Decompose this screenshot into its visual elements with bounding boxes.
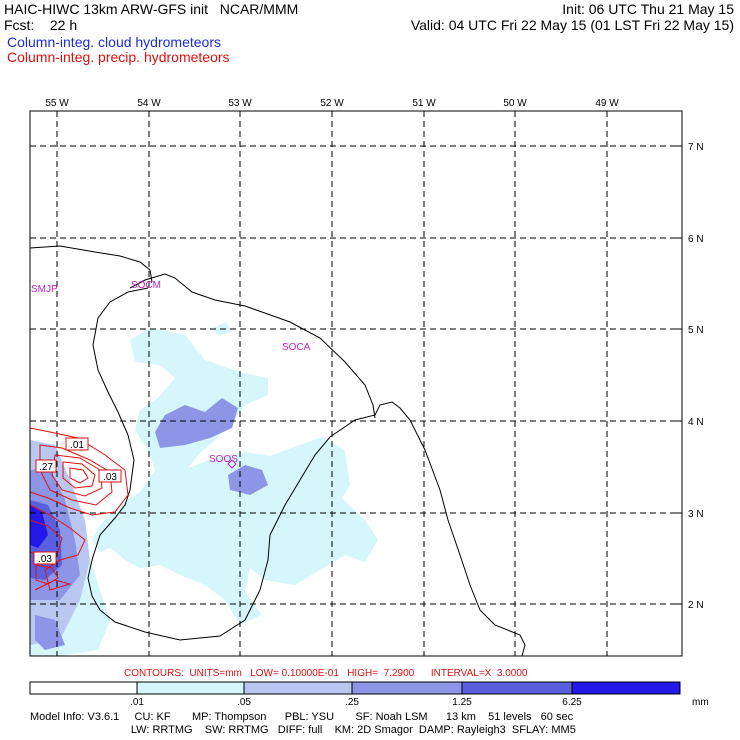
precip-contour [30,504,86,591]
axis-ticks [56,111,682,605]
map-title: HAIC-HIWC 13km ARW-GFS init NCAR/MMM [4,1,299,17]
colorbar-tick: 6.25 [562,697,582,708]
cloud-shading [30,322,378,656]
contour-label: .03 [103,472,117,483]
lon-label: 55 W [45,98,69,109]
coastline [129,273,376,419]
contour-labels: .01 .27 .03 .03 [33,437,122,565]
colorbar-tick: 1.25 [452,697,472,708]
colorbar-units: mm [692,697,709,708]
precip-contour [69,467,89,484]
lat-label: 6 N [688,234,704,245]
latlon-grid [30,111,682,656]
forecast-hour: Fcst: 22 h [4,17,78,33]
precip-contour [39,444,113,506]
station-marker-icon [227,459,237,469]
cloud-area [30,505,48,548]
precip-contours [30,427,129,591]
contour-label: .27 [39,462,53,473]
lon-label: 53 W [228,98,252,109]
precip-contour [35,564,59,585]
lat-label: 4 N [688,417,704,428]
colorbar-tick: .01 [130,697,144,708]
station-label: SOOS [209,454,238,465]
cloud-area [155,398,238,448]
station-label: SMJP [31,284,58,295]
lat-label: 3 N [688,509,704,520]
contour-label: .03 [38,554,52,565]
valid-time: Valid: 04 UTC Fri 22 May 15 (01 LST Fri … [410,17,734,33]
model-info-line2: LW: RRTMG SW: RRTMG DIFF: full KM: 2D Sm… [30,724,576,736]
colorbar [29,681,681,695]
station-label: SOCM [131,280,161,291]
colorbar-tick: .25 [345,697,359,708]
lat-labels: 7 N 6 N 5 N 4 N 3 N 2 N [688,142,704,611]
field-cloud-label: Column-integ. cloud hydrometeors [7,34,221,50]
field-precip-label: Column-integ. precip. hydrometeors [7,49,230,65]
contour-info: CONTOURS: UNITS=mm LOW= 0.10000E-01 HIGH… [124,668,528,679]
lon-label: 50 W [503,98,527,109]
coastline [30,245,153,283]
precip-contour [62,461,96,489]
lat-label: 2 N [688,600,704,611]
lon-labels: 55 W 54 W 53 W 52 W 51 W 50 W 49 W [45,98,619,109]
lon-label: 54 W [137,98,161,109]
precip-contour [30,427,129,516]
model-info-line1: Model Info: V3.6.1 CU: KF MP: Thompson P… [30,711,574,723]
init-time: Init: 06 UTC Thu 21 May 15 [562,1,734,17]
precip-contour [51,454,103,497]
plot-frame [29,110,683,657]
lon-label: 51 W [412,98,436,109]
lat-label: 5 N [688,325,704,336]
cloud-area [228,465,268,495]
colorbar-tick: .05 [237,697,251,708]
lon-label: 52 W [320,98,344,109]
lon-label: 49 W [595,98,619,109]
coastlines [30,245,526,656]
border [87,287,526,656]
station-label: SOCA [282,342,311,353]
stations: SMJP SOCM SOCA SOOS [31,280,311,469]
lat-label: 7 N [688,142,704,153]
contour-label: .01 [70,440,84,451]
